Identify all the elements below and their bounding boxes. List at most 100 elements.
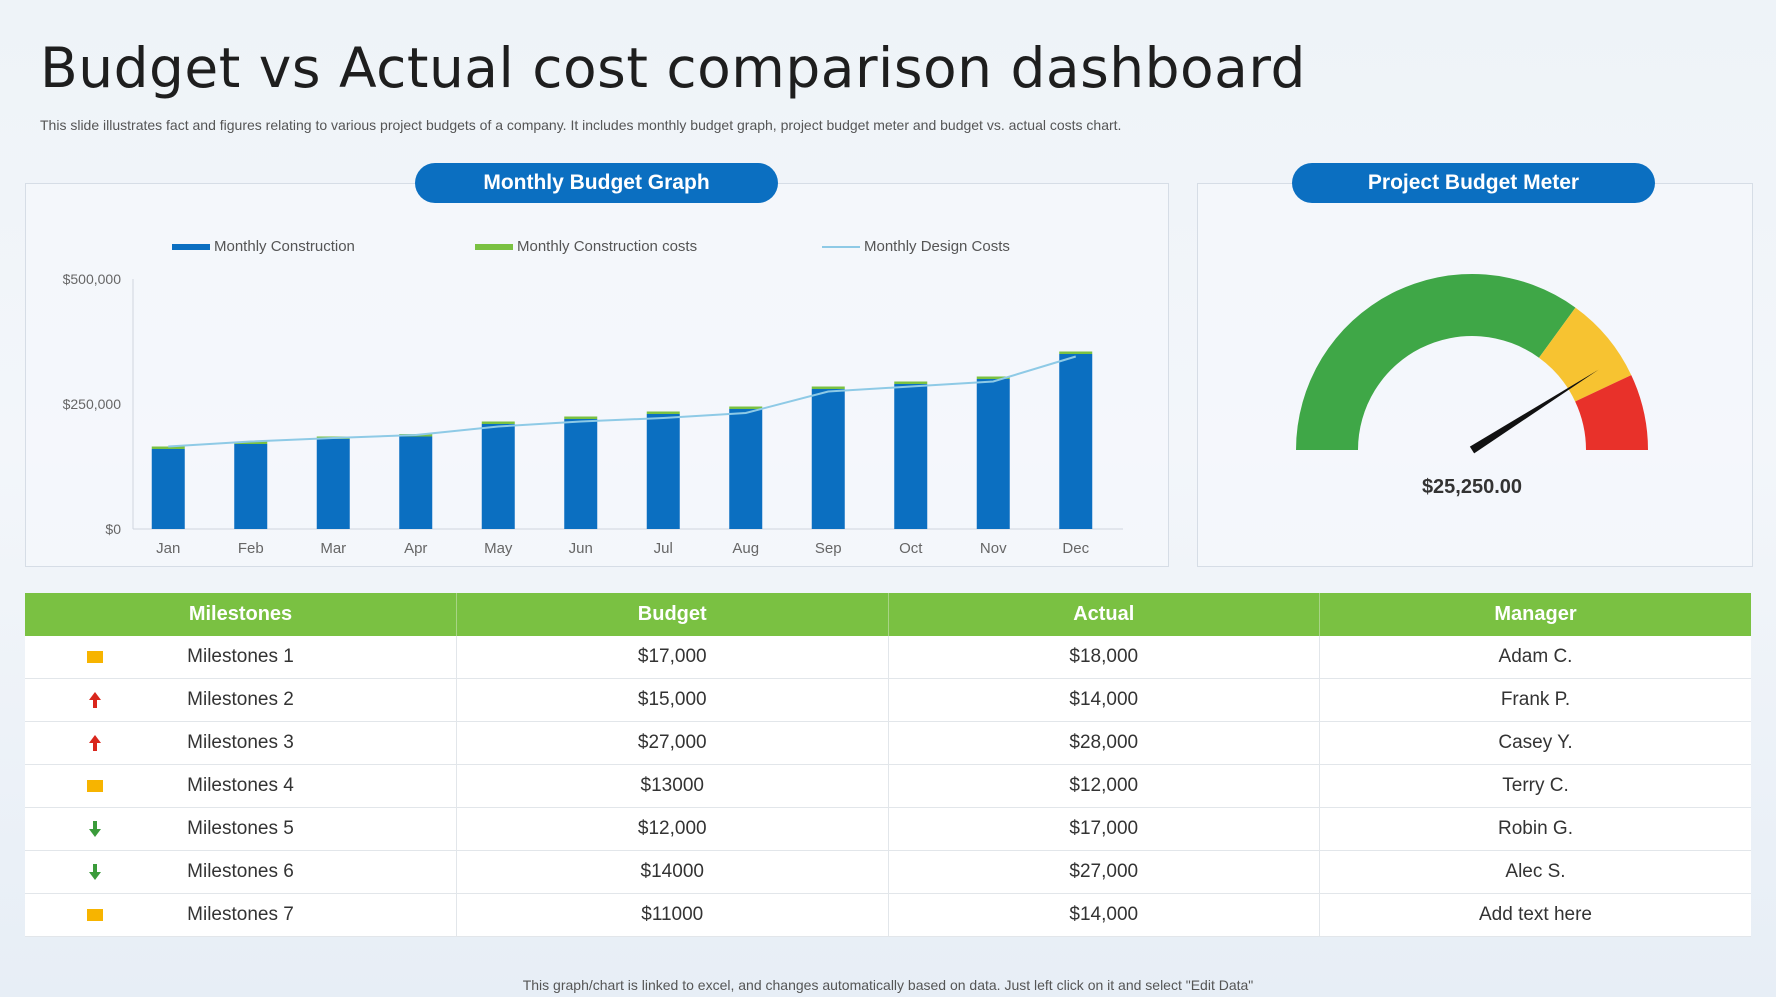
y-tick-label: $250,000: [63, 396, 122, 412]
manager-cell: Terry C.: [1319, 764, 1751, 808]
x-tick-label: Dec: [1062, 540, 1089, 557]
bar-construction: [234, 444, 268, 529]
actual-cell: $14,000: [888, 678, 1320, 722]
milestone-label: Milestones 3: [187, 732, 294, 753]
actual-cell: $14,000: [888, 893, 1320, 937]
gauge-band: [1575, 375, 1648, 450]
header-manager: Manager: [1319, 593, 1751, 636]
header-actual: Actual: [888, 593, 1320, 636]
budget-cell: $27,000: [456, 721, 889, 765]
x-tick-label: Jul: [654, 540, 673, 557]
legend-swatch-blue: [172, 244, 210, 251]
legend-item-construction: Monthly Construction: [172, 238, 355, 255]
actual-cell: $18,000: [888, 636, 1320, 679]
manager-cell: Alec S.: [1319, 850, 1751, 894]
x-tick-label: Aug: [732, 540, 759, 557]
budget-cell: $15,000: [456, 678, 889, 722]
header-budget: Budget: [456, 593, 889, 636]
legend-swatch-green: [475, 244, 513, 251]
bar-construction: [316, 439, 350, 529]
monthly-budget-heading: Monthly Budget Graph: [415, 163, 778, 203]
project-budget-meter-heading: Project Budget Meter: [1292, 163, 1655, 203]
bar-construction-costs: [646, 411, 680, 414]
table-row: Milestones 7 $11000 $14,000 Add text here: [25, 893, 1751, 937]
bar-construction-costs: [1059, 351, 1093, 354]
milestone-cell: Milestones 6: [25, 850, 457, 894]
bar-construction-costs: [811, 386, 845, 389]
neutral-icon: [87, 780, 103, 792]
down-arrow-icon: [89, 821, 101, 837]
page-title: Budget vs Actual cost comparison dashboa…: [40, 36, 1306, 100]
chart-legend: Monthly Design Costs: [822, 238, 1010, 255]
bar-construction-costs: [894, 381, 928, 384]
x-tick-label: Oct: [899, 540, 923, 557]
bar-construction: [1059, 354, 1093, 529]
table-row: Milestones 2 $15,000 $14,000 Frank P.: [25, 678, 1751, 722]
bar-construction-costs: [234, 441, 268, 444]
milestone-cell: Milestones 4: [25, 764, 457, 808]
x-tick-label: Sep: [815, 540, 842, 557]
budget-cell: $14000: [456, 850, 889, 894]
actual-cell: $28,000: [888, 721, 1320, 765]
bar-construction-costs: [481, 421, 515, 424]
page-subtitle: This slide illustrates fact and figures …: [40, 117, 1122, 133]
bar-construction: [151, 449, 185, 529]
table-header-row: Milestones Budget Actual Manager: [25, 593, 1751, 636]
bar-construction: [811, 389, 845, 529]
milestone-label: Milestones 1: [187, 646, 294, 667]
legend-item-construction-costs: Monthly Construction costs: [475, 238, 697, 255]
gauge-band: [1539, 307, 1632, 402]
x-tick-label: Apr: [404, 540, 427, 557]
actual-cell: $17,000: [888, 807, 1320, 851]
actual-cell: $27,000: [888, 850, 1320, 894]
bar-construction: [481, 424, 515, 529]
budget-gauge: $25,250.00: [1296, 274, 1648, 498]
milestone-cell: Milestones 1: [25, 636, 457, 679]
bar-construction: [646, 414, 680, 529]
x-tick-label: Jan: [156, 540, 180, 557]
x-tick-label: Mar: [320, 540, 346, 557]
milestone-label: Milestones 4: [187, 775, 294, 796]
milestone-cell: Milestones 3: [25, 721, 457, 765]
bar-construction-costs: [151, 446, 185, 449]
manager-cell: Add text here: [1319, 893, 1751, 937]
monthly-budget-chart: $0 $250,000 $500,000 Jan Feb Mar Apr May Jun Jul A…: [63, 271, 1123, 557]
manager-cell: Frank P.: [1319, 678, 1751, 722]
bar-construction-costs: [976, 376, 1010, 379]
manager-cell: Adam C.: [1319, 636, 1751, 679]
line-design-costs: [168, 355, 1077, 448]
milestone-cell: Milestones 5: [25, 807, 457, 851]
neutral-icon: [87, 651, 103, 663]
milestone-label: Milestones 2: [187, 689, 294, 710]
budget-cell: $11000: [456, 893, 889, 937]
x-tick-label: Jun: [569, 540, 593, 557]
chart-legend: Monthly Construction: [172, 238, 355, 255]
table-row: Milestones 3 $27,000 $28,000 Casey Y.: [25, 721, 1751, 765]
milestone-label: Milestones 5: [187, 818, 294, 839]
manager-cell: Casey Y.: [1319, 721, 1751, 765]
table-row: Milestones 5 $12,000 $17,000 Robin G.: [25, 807, 1751, 851]
x-tick-label: May: [484, 540, 513, 557]
bar-construction: [729, 409, 763, 529]
table-row: Milestones 6 $14000 $27,000 Alec S.: [25, 850, 1751, 894]
bar-construction-costs: [564, 416, 598, 419]
footer-note: This graph/chart is linked to excel, and…: [522, 977, 1254, 993]
budget-cell: $12,000: [456, 807, 889, 851]
legend-item-design-costs: Monthly Design Costs: [822, 238, 1010, 255]
chart-legend: Monthly Construction costs: [475, 238, 697, 255]
project-budget-meter-panel: [1197, 183, 1753, 567]
milestone-cell: Milestones 7: [25, 893, 457, 937]
table-row: Milestones 4 $13000 $12,000 Terry C.: [25, 764, 1751, 808]
bar-construction: [894, 384, 928, 529]
actual-cell: $12,000: [888, 764, 1320, 808]
budget-cell: $13000: [456, 764, 889, 808]
x-tick-label: Nov: [980, 540, 1007, 557]
gauge-needle: [1469, 369, 1599, 454]
gauge-band: [1296, 274, 1576, 450]
milestone-label: Milestones 6: [187, 861, 294, 882]
legend-swatch-line: [822, 246, 860, 249]
header-milestones: Milestones: [25, 593, 457, 636]
bar-construction: [564, 419, 598, 529]
manager-cell: Robin G.: [1319, 807, 1751, 851]
down-arrow-icon: [89, 864, 101, 880]
